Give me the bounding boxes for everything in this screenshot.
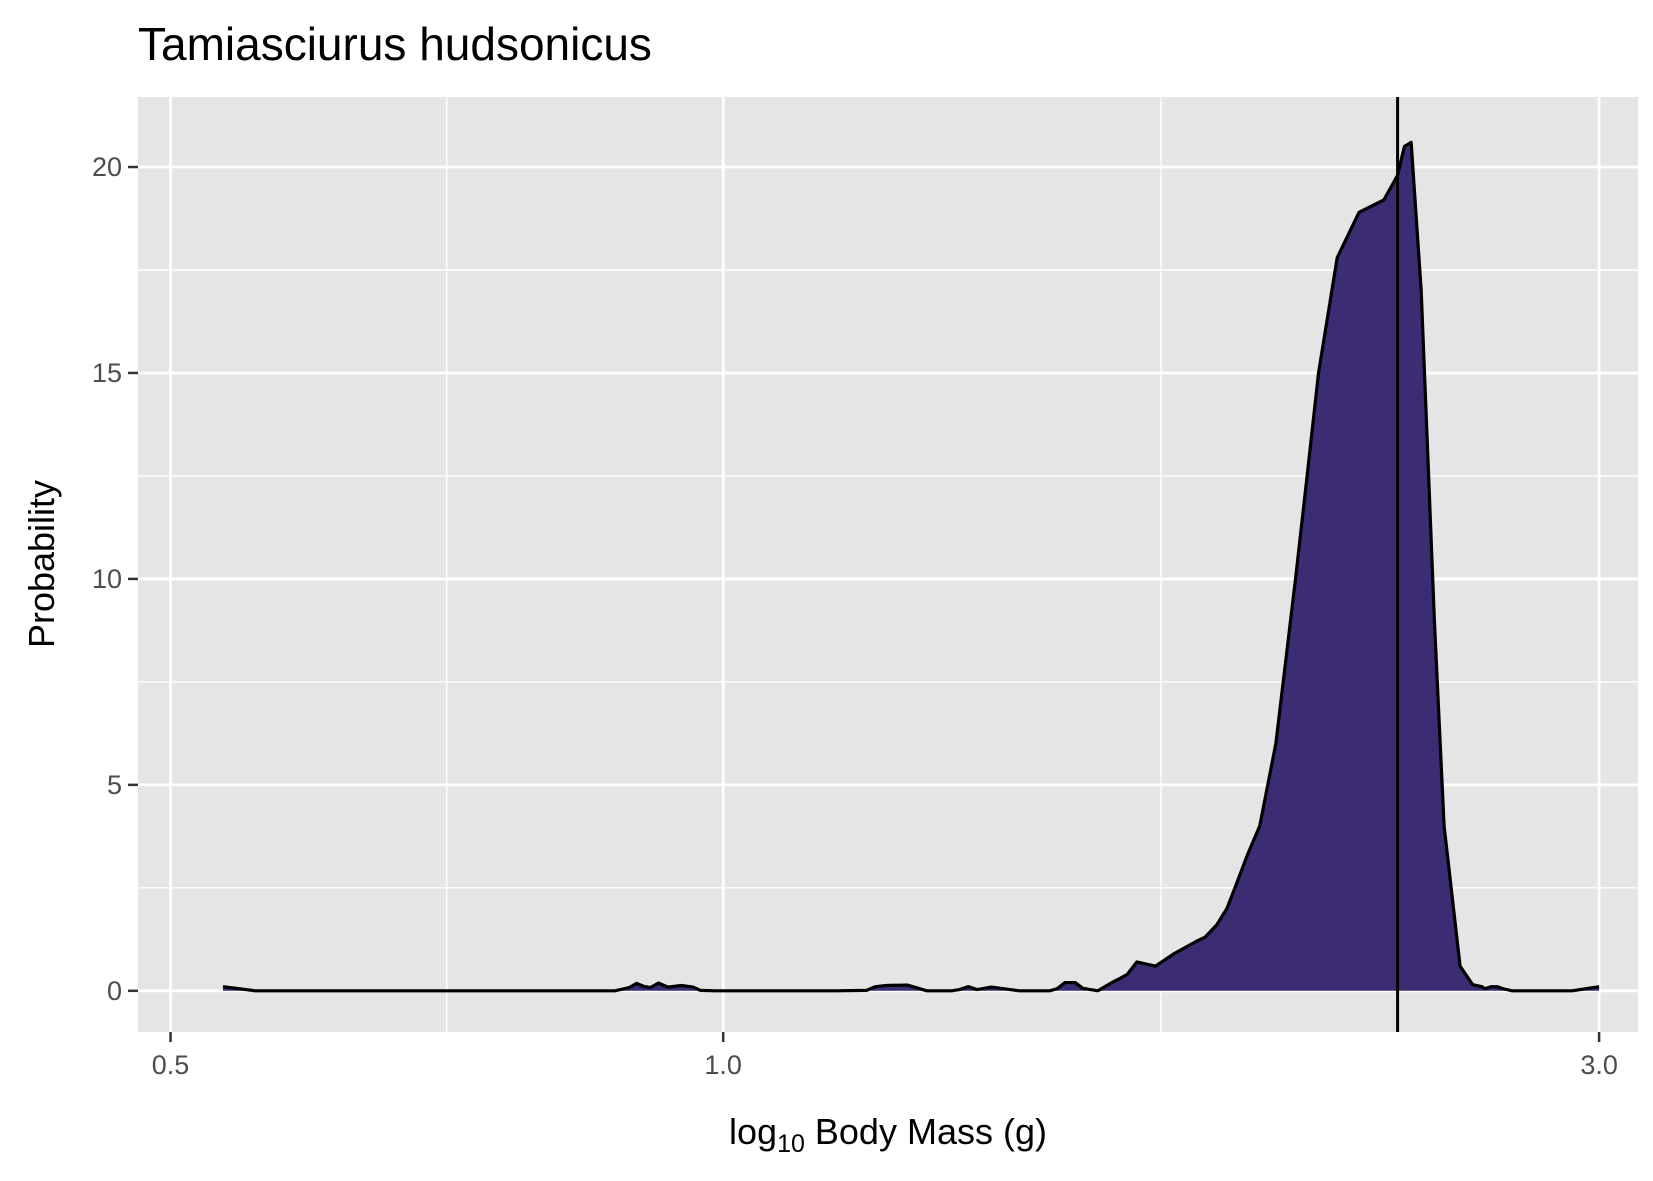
x-axis-title: log10 Body Mass (g) [729, 1111, 1047, 1158]
y-tick-label: 5 [107, 770, 122, 800]
x-axis: 0.5 1.0 3.0 [152, 1032, 1618, 1080]
y-tick-label: 10 [92, 564, 122, 594]
y-tick-label: 15 [92, 358, 122, 388]
chart-title: Tamiasciurus hudsonicus [138, 18, 652, 70]
density-area [223, 142, 1600, 991]
x-tick-label: 3.0 [1580, 1050, 1618, 1080]
x-tick-label: 1.0 [704, 1050, 742, 1080]
x-axis-title-subscript: 10 [777, 1130, 805, 1158]
y-tick-label: 20 [92, 152, 122, 182]
y-axis-title: Probability [21, 480, 62, 648]
y-axis: 0 5 10 15 20 [92, 152, 138, 1006]
x-tick-label: 0.5 [152, 1050, 190, 1080]
x-axis-title-base: log [729, 1111, 777, 1152]
density-line [222, 140, 1600, 993]
x-axis-title-rest: Body Mass (g) [805, 1111, 1047, 1152]
y-tick-label: 0 [107, 976, 122, 1006]
